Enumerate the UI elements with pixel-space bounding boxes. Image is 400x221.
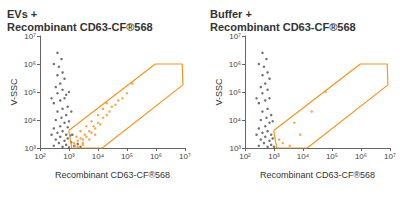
svg-text:10⁵: 10⁵ — [326, 152, 338, 161]
svg-text:10⁷: 10⁷ — [229, 32, 241, 41]
svg-text:Recombinant CD63-CF®568: Recombinant CD63-CF®568 — [7, 21, 153, 33]
svg-text:10⁶: 10⁶ — [150, 152, 162, 161]
svg-text:10⁴: 10⁴ — [229, 116, 242, 125]
svg-text:Recombinant CD63-CF®568: Recombinant CD63-CF®568 — [210, 21, 356, 33]
svg-text:Recombinant CD63-CF®568: Recombinant CD63-CF®568 — [260, 170, 375, 180]
svg-text:10³: 10³ — [229, 143, 241, 153]
svg-text:V-SSC: V-SSC — [9, 78, 19, 106]
svg-text:Buffer +: Buffer + — [210, 8, 252, 20]
svg-text:10⁶: 10⁶ — [24, 60, 36, 69]
svg-text:10⁷: 10⁷ — [384, 152, 396, 161]
svg-text:10³: 10³ — [63, 152, 75, 161]
svg-text:10⁶: 10⁶ — [229, 60, 241, 69]
svg-text:10⁴: 10⁴ — [92, 152, 105, 161]
svg-text:V-SSC: V-SSC — [214, 78, 224, 106]
svg-text:EVs +: EVs + — [7, 8, 37, 20]
svg-text:10⁵: 10⁵ — [229, 88, 241, 97]
svg-text:10⁷: 10⁷ — [24, 32, 36, 41]
svg-text:10⁷: 10⁷ — [179, 152, 191, 161]
svg-text:10³: 10³ — [268, 152, 280, 161]
svg-text:10⁴: 10⁴ — [297, 152, 310, 161]
svg-text:10²: 10² — [34, 152, 46, 161]
svg-text:10⁶: 10⁶ — [355, 152, 367, 161]
svg-text:10²: 10² — [239, 152, 251, 161]
svg-text:10⁴: 10⁴ — [24, 116, 37, 125]
svg-text:Recombinant CD63-CF®568: Recombinant CD63-CF®568 — [55, 170, 170, 180]
svg-text:10⁵: 10⁵ — [121, 152, 133, 161]
svg-text:10⁵: 10⁵ — [24, 88, 36, 97]
svg-text:10³: 10³ — [24, 143, 36, 153]
